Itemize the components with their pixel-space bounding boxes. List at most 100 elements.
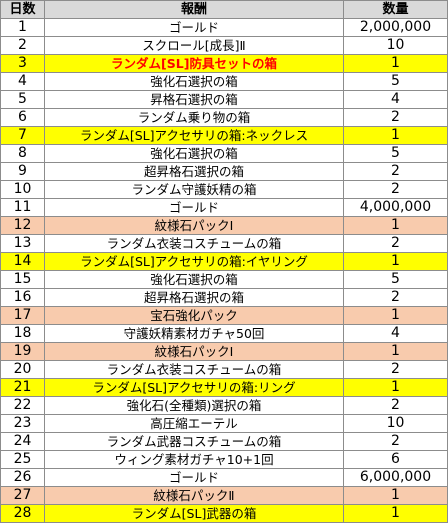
reward-cell: 強化石選択の箱 <box>44 72 344 91</box>
quantity-cell: 2 <box>343 360 448 379</box>
reward-cell: ゴールド <box>44 18 344 37</box>
day-cell: 5 <box>0 90 45 109</box>
table-row: 26 ゴールド 6,000,000 <box>0 468 448 487</box>
quantity-cell: 5 <box>343 144 448 163</box>
reward-cell: 守護妖精素材ガチャ50回 <box>44 324 344 343</box>
day-cell: 12 <box>0 216 45 235</box>
table-row: 17 宝石強化パック 1 <box>0 306 448 325</box>
quantity-cell: 1 <box>343 216 448 235</box>
reward-cell: ランダム衣装コスチュームの箱 <box>44 234 344 253</box>
quantity-cell: 6 <box>343 450 448 469</box>
reward-cell: 超昇格石選択の箱 <box>44 288 344 307</box>
day-cell: 1 <box>0 18 45 37</box>
reward-cell: 紋様石パックⅠ <box>44 216 344 235</box>
quantity-cell: 2 <box>343 162 448 181</box>
quantity-cell: 1 <box>343 306 448 325</box>
quantity-cell: 1 <box>343 54 448 73</box>
quantity-cell: 10 <box>343 414 448 433</box>
reward-cell: ランダム[SL]アクセサリの箱:イヤリング <box>44 252 344 271</box>
quantity-cell: 1 <box>343 504 448 523</box>
table-row: 4 強化石選択の箱 5 <box>0 72 448 91</box>
quantity-cell: 5 <box>343 72 448 91</box>
table-row: 28 ランダム[SL]武器の箱 1 <box>0 504 448 523</box>
quantity-cell: 1 <box>343 342 448 361</box>
day-cell: 9 <box>0 162 45 181</box>
quantity-cell: 4,000,000 <box>343 198 448 217</box>
reward-cell: 昇格石選択の箱 <box>44 90 344 109</box>
table-row: 10 ランダム守護妖精の箱 2 <box>0 180 448 199</box>
table-row: 3 ランダム[SL]防具セットの箱 1 <box>0 54 448 73</box>
reward-cell: 紋様石パックⅡ <box>44 486 344 505</box>
table-row: 11 ゴールド 4,000,000 <box>0 198 448 217</box>
table-row: 8 強化石選択の箱 5 <box>0 144 448 163</box>
reward-cell: ランダム[SL]武器の箱 <box>44 504 344 523</box>
day-cell: 22 <box>0 396 45 415</box>
day-cell: 2 <box>0 36 45 55</box>
table-row: 6 ランダム乗り物の箱 2 <box>0 108 448 127</box>
table-row: 13 ランダム衣装コスチュームの箱 2 <box>0 234 448 253</box>
day-cell: 15 <box>0 270 45 289</box>
table-body: 1 ゴールド 2,000,000 2 スクロール[成長]Ⅱ 10 3 ランダム[SL]防具セッ… <box>0 18 448 523</box>
quantity-cell: 2 <box>343 432 448 451</box>
reward-cell: ランダム乗り物の箱 <box>44 108 344 127</box>
day-cell: 4 <box>0 72 45 91</box>
day-cell: 21 <box>0 378 45 397</box>
quantity-cell: 1 <box>343 126 448 145</box>
reward-cell: ランダム[SL]防具セットの箱 <box>44 54 344 73</box>
day-cell: 11 <box>0 198 45 217</box>
day-cell: 26 <box>0 468 45 487</box>
reward-cell: ランダム守護妖精の箱 <box>44 180 344 199</box>
reward-cell: 宝石強化パック <box>44 306 344 325</box>
quantity-cell: 2 <box>343 396 448 415</box>
day-cell: 14 <box>0 252 45 271</box>
day-cell: 23 <box>0 414 45 433</box>
table-row: 14 ランダム[SL]アクセサリの箱:イヤリング 1 <box>0 252 448 271</box>
reward-cell: 高圧縮エーテル <box>44 414 344 433</box>
reward-cell: ランダム武器コスチュームの箱 <box>44 432 344 451</box>
header-day: 日数 <box>0 0 45 19</box>
table-row: 23 高圧縮エーテル 10 <box>0 414 448 433</box>
table-row: 18 守護妖精素材ガチャ50回 4 <box>0 324 448 343</box>
day-cell: 8 <box>0 144 45 163</box>
reward-cell: ゴールド <box>44 198 344 217</box>
table-row: 24 ランダム武器コスチュームの箱 2 <box>0 432 448 451</box>
day-cell: 16 <box>0 288 45 307</box>
table-row: 5 昇格石選択の箱 4 <box>0 90 448 109</box>
reward-cell: 強化石(全種類)選択の箱 <box>44 396 344 415</box>
table-row: 15 強化石選択の箱 5 <box>0 270 448 289</box>
table-row: 27 紋様石パックⅡ 1 <box>0 486 448 505</box>
table-row: 25 ウィング素材ガチャ10+1回 6 <box>0 450 448 469</box>
quantity-cell: 1 <box>343 252 448 271</box>
table-row: 12 紋様石パックⅠ 1 <box>0 216 448 235</box>
table-row: 9 超昇格石選択の箱 2 <box>0 162 448 181</box>
day-cell: 3 <box>0 54 45 73</box>
day-cell: 17 <box>0 306 45 325</box>
quantity-cell: 2 <box>343 108 448 127</box>
day-cell: 10 <box>0 180 45 199</box>
day-cell: 6 <box>0 108 45 127</box>
table-row: 22 強化石(全種類)選択の箱 2 <box>0 396 448 415</box>
header-row: 日数 報酬 数量 <box>0 0 448 19</box>
table-row: 1 ゴールド 2,000,000 <box>0 18 448 37</box>
table-row: 19 紋様石パックⅠ 1 <box>0 342 448 361</box>
quantity-cell: 2,000,000 <box>343 18 448 37</box>
header-reward: 報酬 <box>44 0 344 19</box>
day-cell: 24 <box>0 432 45 451</box>
quantity-cell: 10 <box>343 36 448 55</box>
quantity-cell: 5 <box>343 270 448 289</box>
table-row: 16 超昇格石選択の箱 2 <box>0 288 448 307</box>
quantity-cell: 6,000,000 <box>343 468 448 487</box>
quantity-cell: 2 <box>343 288 448 307</box>
day-cell: 18 <box>0 324 45 343</box>
reward-cell: 強化石選択の箱 <box>44 144 344 163</box>
header-quantity: 数量 <box>343 0 448 19</box>
day-cell: 19 <box>0 342 45 361</box>
table-row: 21 ランダム[SL]アクセサリの箱:リング 1 <box>0 378 448 397</box>
quantity-cell: 2 <box>343 180 448 199</box>
quantity-cell: 4 <box>343 90 448 109</box>
quantity-cell: 2 <box>343 234 448 253</box>
table-row: 20 ランダム衣装コスチュームの箱 2 <box>0 360 448 379</box>
reward-cell: 紋様石パックⅠ <box>44 342 344 361</box>
reward-cell: ランダム衣装コスチュームの箱 <box>44 360 344 379</box>
